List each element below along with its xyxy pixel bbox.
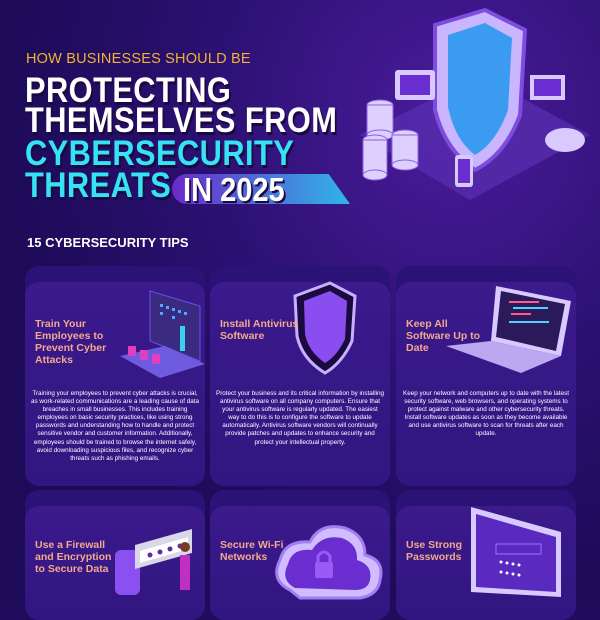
title-line-3: CYBERSECURITY bbox=[25, 134, 295, 173]
title-line-1: PROTECTING bbox=[25, 71, 232, 110]
tip-title: Keep All Software Up to Date bbox=[406, 318, 481, 354]
cloud-lock-icon bbox=[275, 525, 383, 600]
subtitle: HOW BUSINESSES SHOULD BE bbox=[26, 51, 251, 67]
section-title: 15 CYBERSECURITY TIPS bbox=[27, 235, 189, 250]
tip-body: Protect your business and its critical i… bbox=[216, 390, 384, 446]
title-line-4: THREATS bbox=[25, 166, 172, 205]
year-banner bbox=[172, 174, 350, 204]
password-monitor-icon bbox=[471, 507, 561, 597]
tip-title: Train Your Employees to Prevent Cyber At… bbox=[35, 318, 107, 366]
tip-card-antivirus: Install Antivirus Software Protect your … bbox=[210, 266, 390, 486]
tip-card-firewall: Use a Firewall and Encryption to Secure … bbox=[25, 490, 205, 620]
tip-card-wifi: Secure Wi-Fi Networks bbox=[210, 490, 390, 620]
tip-title: Secure Wi-Fi Networks bbox=[220, 539, 284, 563]
tip-title: Use Strong Passwords bbox=[406, 539, 463, 563]
training-presentation-icon bbox=[120, 290, 205, 378]
hero-shield-servers-illustration bbox=[360, 7, 590, 200]
title-line-2: THEMSELVES FROM bbox=[25, 101, 338, 140]
tip-card-train-employees: Train Your Employees to Prevent Cyber At… bbox=[25, 266, 205, 486]
year-label: IN 2025 bbox=[183, 171, 285, 208]
tip-title: Install Antivirus Software bbox=[220, 318, 299, 342]
tip-title: Use a Firewall and Encryption to Secure … bbox=[35, 539, 112, 575]
shield-icon bbox=[293, 281, 357, 375]
password-key-icon bbox=[115, 529, 192, 595]
tip-body: Training your employees to prevent cyber… bbox=[31, 390, 200, 462]
tip-card-software-updates: Keep All Software Up to Date Keep your n… bbox=[396, 266, 576, 486]
laptop-icon bbox=[446, 286, 571, 373]
tip-card-passwords: Use Strong Passwords bbox=[396, 490, 576, 620]
tip-body: Keep your network and computers up to da… bbox=[403, 390, 569, 438]
